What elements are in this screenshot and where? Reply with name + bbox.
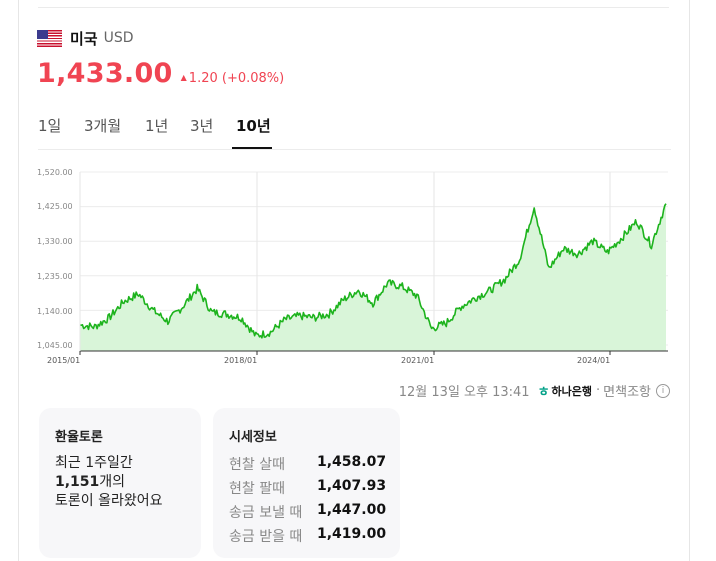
quote-info-card: 시세정보 현찰 살때 1,458.07 현찰 팔때 1,407.93 송금 보낼… xyxy=(213,408,400,558)
quote-label: 송금 보낼 때 xyxy=(229,505,303,521)
bank-name: 하나은행 xyxy=(551,384,593,398)
quote-value: 1,419.00 xyxy=(317,526,387,542)
chart-plot xyxy=(79,171,668,355)
quote-label: 현찰 팔때 xyxy=(229,481,285,497)
tab-1d[interactable]: 1일 xyxy=(38,117,62,135)
tab-3y[interactable]: 3년 xyxy=(190,117,214,135)
quote-label: 현찰 살때 xyxy=(229,457,285,473)
talk-count-suffix: 개의 xyxy=(99,474,126,490)
y-tick: 1,235.00 xyxy=(37,272,73,281)
talk-line1: 최근 1주일간 xyxy=(55,455,133,471)
bank-source: ㅎ 하나은행 xyxy=(537,381,593,401)
country-name: 미국 xyxy=(70,29,98,48)
right-border xyxy=(689,0,690,561)
rate-chart[interactable]: 1,520.00 1,425.00 1,330.00 1,235.00 1,14… xyxy=(0,160,716,375)
quote-row: 송금 보낼 때 1,447.00 xyxy=(229,502,386,522)
quote-value: 1,407.93 xyxy=(317,478,387,494)
rate-change: ▲ 1.20 (+0.08%) xyxy=(181,71,285,86)
us-flag-icon xyxy=(37,29,62,47)
separator-dot: · xyxy=(596,383,601,398)
quote-row: 현찰 팔때 1,407.93 xyxy=(229,478,386,498)
quote-row: 현찰 살때 1,458.07 xyxy=(229,454,386,474)
y-tick: 1,330.00 xyxy=(37,237,73,246)
rate-source-info: 12월 13일 오후 13:41 ㅎ 하나은행 · 면책조항 i xyxy=(399,381,670,400)
talk-line3: 토론이 올라왔어요 xyxy=(55,493,163,509)
x-tick: 2024/01 xyxy=(577,356,611,365)
left-border xyxy=(18,0,19,561)
talk-count: 1,151 xyxy=(55,474,100,490)
talk-card-text: 최근 1주일간 1,151개의 토론이 올라왔어요 xyxy=(55,454,163,511)
y-tick: 1,045.00 xyxy=(37,341,73,350)
price-row: 1,433.00 ▲ 1.20 (+0.08%) xyxy=(37,58,284,89)
quote-card-title: 시세정보 xyxy=(229,430,277,445)
x-tick: 2021/01 xyxy=(401,356,435,365)
y-tick: 1,520.00 xyxy=(37,168,73,177)
update-timestamp: 12월 13일 오후 13:41 xyxy=(398,385,530,400)
quote-value: 1,447.00 xyxy=(317,502,387,518)
talk-card-title: 환율토론 xyxy=(55,430,103,445)
info-icon[interactable]: i xyxy=(656,383,670,398)
current-rate: 1,433.00 xyxy=(37,58,173,89)
up-arrow-icon: ▲ xyxy=(180,73,187,82)
quote-row: 송금 받을 때 1,419.00 xyxy=(229,526,386,546)
x-tick: 2015/01 xyxy=(47,356,81,365)
tab-10y[interactable]: 10년 xyxy=(236,117,271,135)
tab-3m[interactable]: 3개월 xyxy=(84,117,122,135)
tab-1y[interactable]: 1년 xyxy=(145,117,169,135)
quote-label: 송금 받을 때 xyxy=(229,529,303,545)
currency-code: USD xyxy=(103,30,134,46)
hana-bank-logo-icon: ㅎ xyxy=(537,385,550,400)
quote-value: 1,458.07 xyxy=(317,454,387,470)
disclaimer-link[interactable]: 면책조항 xyxy=(603,385,651,400)
currency-header: 미국 USD xyxy=(37,27,134,49)
exchange-talk-card[interactable]: 환율토론 최근 1주일간 1,151개의 토론이 올라왔어요 xyxy=(39,408,201,558)
rate-change-value: 1.20 (+0.08%) xyxy=(188,71,285,86)
y-tick: 1,425.00 xyxy=(37,202,73,211)
active-tab-indicator xyxy=(232,147,272,149)
x-tick: 2018/01 xyxy=(224,356,258,365)
period-tabs: 1일 3개월 1년 3년 10년 xyxy=(38,111,671,150)
top-divider xyxy=(38,7,669,8)
y-tick: 1,140.00 xyxy=(37,307,73,316)
